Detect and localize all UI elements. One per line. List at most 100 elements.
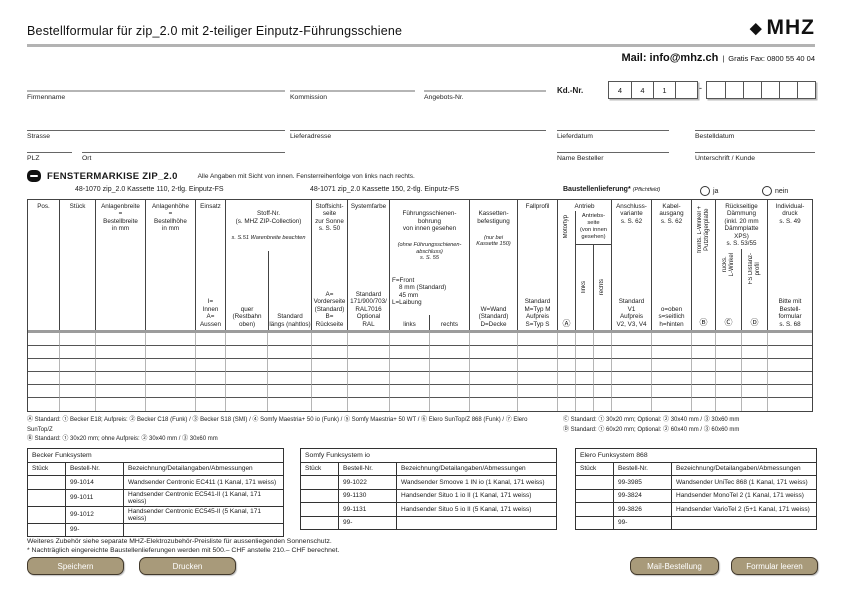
order-cell[interactable] — [576, 346, 594, 359]
order-cell[interactable] — [470, 333, 518, 346]
order-cell[interactable] — [430, 398, 470, 411]
order-cell[interactable] — [226, 372, 268, 385]
order-cell[interactable] — [430, 333, 470, 346]
order-cell[interactable] — [558, 333, 576, 346]
order-cell[interactable] — [576, 385, 594, 398]
order-cell[interactable] — [312, 359, 348, 372]
order-cell[interactable] — [692, 333, 716, 346]
bezeichnung-cell[interactable] — [123, 522, 284, 537]
order-cell[interactable] — [96, 359, 146, 372]
bestellnr-cell[interactable]: 99- — [613, 515, 672, 530]
angebots-nr-input[interactable] — [424, 90, 546, 92]
order-cell[interactable] — [268, 359, 312, 372]
stueck-input-cell[interactable] — [27, 488, 66, 507]
order-cell[interactable] — [60, 359, 96, 372]
order-cell[interactable] — [518, 398, 558, 411]
order-cell[interactable] — [348, 333, 390, 346]
order-cell[interactable] — [470, 359, 518, 372]
stueck-input-cell[interactable] — [300, 502, 339, 517]
order-cell[interactable] — [430, 385, 470, 398]
order-cell[interactable] — [268, 385, 312, 398]
order-cell[interactable] — [742, 372, 768, 385]
order-cell[interactable] — [268, 346, 312, 359]
order-cell[interactable] — [716, 385, 742, 398]
order-cell[interactable] — [96, 333, 146, 346]
order-cell[interactable] — [196, 372, 226, 385]
order-cell[interactable] — [558, 385, 576, 398]
order-cell[interactable] — [60, 398, 96, 411]
order-cell[interactable] — [96, 385, 146, 398]
kd-nr-digit[interactable] — [707, 82, 725, 98]
order-cell[interactable] — [470, 346, 518, 359]
order-cell[interactable] — [692, 359, 716, 372]
order-cell[interactable] — [612, 372, 652, 385]
order-cell[interactable] — [470, 385, 518, 398]
name-besteller-input[interactable] — [557, 152, 669, 153]
clear-form-button[interactable]: Formular leeren — [731, 557, 818, 575]
radio-ja[interactable] — [700, 186, 710, 196]
order-cell[interactable] — [28, 333, 60, 346]
order-cell[interactable] — [196, 398, 226, 411]
order-cell[interactable] — [312, 398, 348, 411]
order-cell[interactable] — [28, 359, 60, 372]
stueck-input-cell[interactable] — [575, 515, 614, 530]
order-cell[interactable] — [60, 385, 96, 398]
order-cell[interactable] — [312, 385, 348, 398]
order-cell[interactable] — [594, 333, 612, 346]
order-cell[interactable] — [576, 372, 594, 385]
order-cell[interactable] — [768, 372, 812, 385]
order-cell[interactable] — [518, 359, 558, 372]
lieferdatum-input[interactable] — [557, 130, 669, 131]
order-cell[interactable] — [146, 398, 196, 411]
order-cell[interactable] — [612, 333, 652, 346]
bestelldatum-input[interactable] — [695, 130, 815, 131]
order-cell[interactable] — [348, 346, 390, 359]
order-cell[interactable] — [692, 346, 716, 359]
order-cell[interactable] — [518, 333, 558, 346]
order-cell[interactable] — [226, 346, 268, 359]
order-cell[interactable] — [742, 398, 768, 411]
order-cell[interactable] — [390, 398, 430, 411]
order-cell[interactable] — [716, 398, 742, 411]
stueck-input-cell[interactable] — [27, 522, 66, 537]
order-cell[interactable] — [716, 333, 742, 346]
order-cell[interactable] — [518, 346, 558, 359]
order-cell[interactable] — [268, 372, 312, 385]
order-cell[interactable] — [312, 372, 348, 385]
order-cell[interactable] — [558, 346, 576, 359]
stueck-input-cell[interactable] — [575, 502, 614, 517]
order-cell[interactable] — [716, 372, 742, 385]
order-cell[interactable] — [716, 346, 742, 359]
order-cell[interactable] — [768, 359, 812, 372]
firmenname-input[interactable] — [27, 90, 285, 92]
order-cell[interactable] — [96, 372, 146, 385]
order-cell[interactable] — [96, 398, 146, 411]
kd-nr-digit[interactable] — [797, 82, 815, 98]
order-cell[interactable] — [96, 346, 146, 359]
order-cell[interactable] — [594, 359, 612, 372]
order-cell[interactable] — [60, 372, 96, 385]
order-cell[interactable] — [612, 346, 652, 359]
order-cell[interactable] — [612, 398, 652, 411]
order-cell[interactable] — [390, 372, 430, 385]
stueck-input-cell[interactable] — [27, 475, 66, 490]
order-cell[interactable] — [716, 359, 742, 372]
order-cell[interactable] — [692, 398, 716, 411]
order-cell[interactable] — [226, 333, 268, 346]
order-cell[interactable] — [768, 333, 812, 346]
radio-nein[interactable] — [762, 186, 772, 196]
bestellnr-cell[interactable]: 99- — [65, 522, 124, 537]
order-cell[interactable] — [268, 398, 312, 411]
order-cell[interactable] — [196, 359, 226, 372]
order-cell[interactable] — [60, 346, 96, 359]
lieferadresse-input[interactable] — [290, 130, 546, 131]
order-cell[interactable] — [768, 346, 812, 359]
kd-nr-digit[interactable] — [761, 82, 779, 98]
plz-input[interactable] — [27, 152, 72, 153]
order-cell[interactable] — [28, 372, 60, 385]
order-cell[interactable] — [146, 385, 196, 398]
order-cell[interactable] — [692, 372, 716, 385]
order-cell[interactable] — [576, 333, 594, 346]
order-cell[interactable] — [226, 359, 268, 372]
order-cell[interactable] — [348, 385, 390, 398]
